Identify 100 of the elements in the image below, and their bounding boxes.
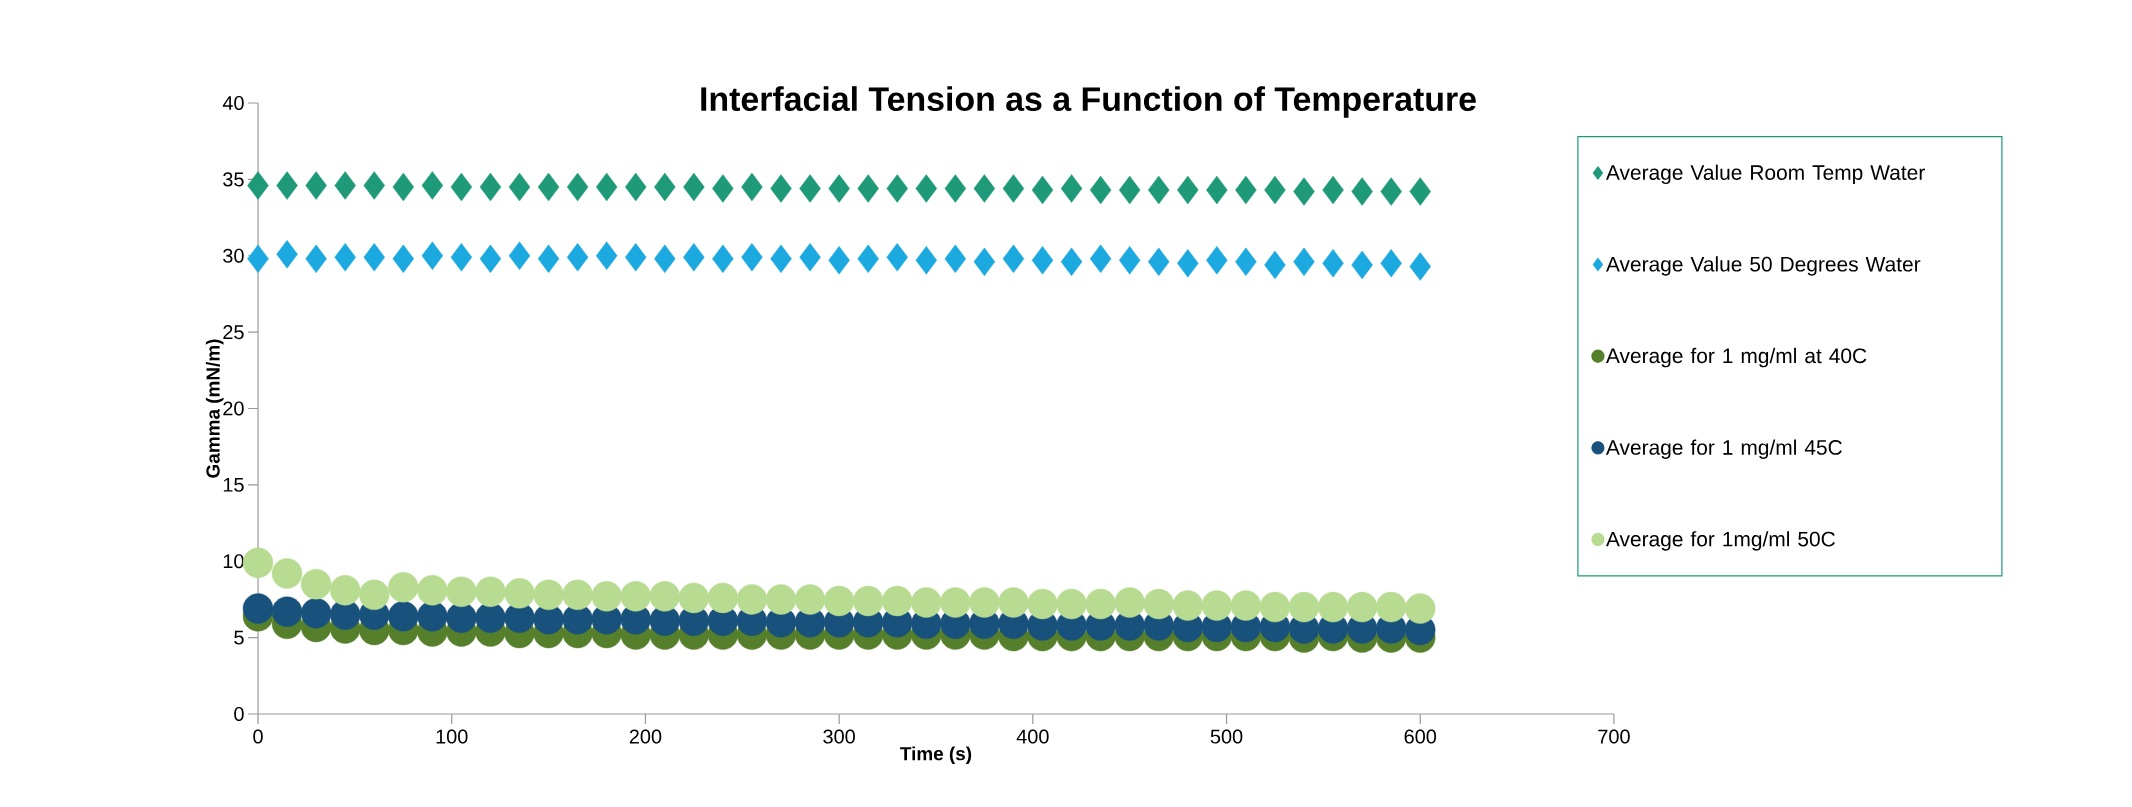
point xyxy=(363,243,385,272)
point xyxy=(1380,177,1402,206)
point xyxy=(1380,249,1402,278)
point xyxy=(595,172,618,202)
legend-label: Average for 1 mg/ml 45C xyxy=(1605,439,1842,459)
y-tick-label: 35 xyxy=(223,172,244,187)
point xyxy=(1206,175,1228,205)
point xyxy=(828,246,850,275)
point xyxy=(334,171,356,200)
point xyxy=(562,604,593,635)
point xyxy=(1346,591,1378,623)
point xyxy=(683,243,705,272)
point xyxy=(450,243,473,272)
point xyxy=(1089,244,1112,273)
point xyxy=(857,174,879,203)
point xyxy=(940,587,971,618)
point xyxy=(625,243,647,272)
point xyxy=(595,241,618,270)
x-tick-label: 500 xyxy=(1210,729,1243,744)
point xyxy=(882,585,913,617)
point xyxy=(1002,174,1025,203)
point xyxy=(1060,247,1083,277)
point xyxy=(537,172,560,202)
point xyxy=(388,572,419,603)
x-tick-label: 100 xyxy=(436,729,468,744)
point xyxy=(305,171,327,200)
point xyxy=(475,602,506,633)
point xyxy=(1322,175,1344,205)
point xyxy=(712,244,734,273)
point xyxy=(741,243,763,272)
point xyxy=(736,584,768,615)
y-tick-label: 25 xyxy=(223,325,244,340)
point xyxy=(886,243,908,272)
point xyxy=(852,585,884,617)
point xyxy=(1409,177,1431,206)
point xyxy=(1031,175,1054,205)
point xyxy=(1201,590,1233,621)
y-tick-label: 10 xyxy=(223,554,244,569)
point xyxy=(508,241,531,270)
point xyxy=(329,575,361,606)
point xyxy=(242,547,274,578)
point xyxy=(242,593,274,624)
point xyxy=(504,578,535,609)
point xyxy=(1235,175,1257,205)
chart-title: Interfacial Tension as a Function of Temperature xyxy=(701,86,1476,118)
point xyxy=(450,172,473,202)
point xyxy=(973,247,996,277)
point xyxy=(1375,591,1407,623)
point xyxy=(479,172,502,202)
point xyxy=(276,171,298,200)
point xyxy=(911,587,942,618)
point xyxy=(944,244,967,273)
point xyxy=(1027,588,1058,620)
point xyxy=(363,171,385,200)
point xyxy=(479,244,502,273)
point xyxy=(300,597,332,629)
point xyxy=(475,576,506,607)
point xyxy=(828,174,850,203)
point xyxy=(823,585,855,617)
point xyxy=(1235,247,1257,277)
legend-label: Average Value 50 Degrees Water xyxy=(1605,256,1921,276)
point xyxy=(1264,250,1286,280)
point xyxy=(1230,590,1262,621)
point xyxy=(537,244,560,273)
y-tick-label: 15 xyxy=(223,477,244,492)
y-tick-label: 5 xyxy=(234,630,244,645)
x-tick-label: 0 xyxy=(253,729,263,744)
point xyxy=(1060,174,1083,203)
point xyxy=(678,582,710,614)
point xyxy=(620,581,651,612)
point xyxy=(1322,249,1344,278)
y-tick-label: 30 xyxy=(223,248,244,263)
point xyxy=(1259,591,1291,623)
point xyxy=(944,174,967,203)
point xyxy=(1118,246,1141,275)
point xyxy=(741,172,763,202)
point xyxy=(712,174,734,203)
point xyxy=(271,558,303,589)
legend-label: Average for 1 mg/ml at 40C xyxy=(1605,347,1867,368)
point xyxy=(1143,588,1174,620)
point xyxy=(649,581,680,612)
y-tick-label: 20 xyxy=(223,401,244,416)
legend-label: Average Value Room Temp Water xyxy=(1605,164,1925,185)
point xyxy=(329,599,361,630)
point xyxy=(508,172,531,202)
point xyxy=(707,582,739,614)
point xyxy=(1031,246,1054,275)
point xyxy=(566,172,589,202)
point xyxy=(998,587,1029,618)
point xyxy=(359,579,390,611)
point xyxy=(857,244,879,273)
point xyxy=(300,568,332,600)
point xyxy=(654,172,676,202)
x-tick-label: 300 xyxy=(823,729,855,744)
point xyxy=(654,244,676,273)
point xyxy=(1206,246,1228,275)
point xyxy=(1317,591,1349,623)
point xyxy=(533,604,564,635)
point xyxy=(765,584,797,615)
point xyxy=(276,240,298,269)
